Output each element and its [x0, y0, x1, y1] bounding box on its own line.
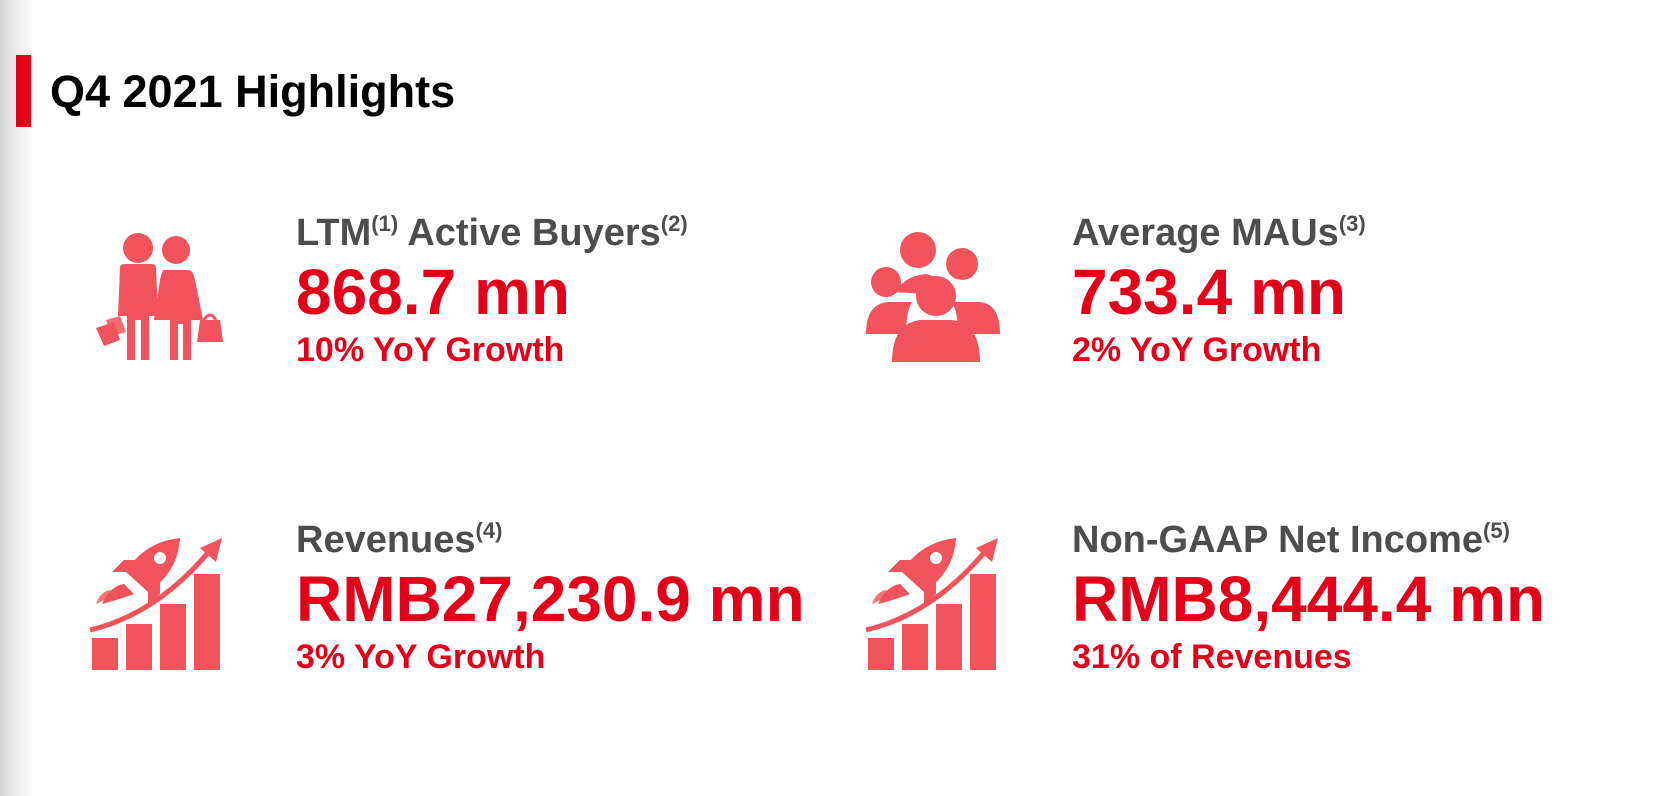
shoppers-icon: [92, 228, 224, 364]
metric-value: 868.7 mn: [296, 256, 570, 328]
metric-value: RMB8,444.4 mn: [1072, 563, 1546, 635]
rocket-growth-chart-icon: [864, 534, 1004, 674]
metric-growth: 10% YoY Growth: [296, 331, 565, 369]
slide-edge-shadow: [0, 0, 34, 796]
slide-title: Q4 2021 Highlights: [50, 66, 456, 117]
metric-label: Revenues(4): [296, 518, 503, 561]
footnote-marker: (4): [475, 518, 503, 543]
users-group-icon: [866, 230, 1002, 362]
footnote-marker: (2): [660, 211, 688, 236]
footnote-marker: (5): [1483, 518, 1510, 543]
title-accent-bar: [16, 55, 31, 127]
rocket-growth-chart-icon: [88, 534, 228, 674]
metric-value: RMB27,230.9 mn: [296, 563, 805, 635]
metric-income-share: 31% of Revenues: [1072, 638, 1352, 676]
metric-growth: 2% YoY Growth: [1072, 331, 1322, 369]
metric-growth: 3% YoY Growth: [296, 638, 546, 676]
metric-label: Average MAUs(3): [1072, 211, 1366, 254]
metric-value: 733.4 mn: [1072, 256, 1346, 328]
metric-label: Non-GAAP Net Income(5): [1072, 518, 1510, 561]
footnote-marker: (1): [371, 211, 399, 236]
footnote-marker: (3): [1338, 211, 1366, 236]
metric-label: LTM(1) Active Buyers(2): [296, 211, 688, 254]
